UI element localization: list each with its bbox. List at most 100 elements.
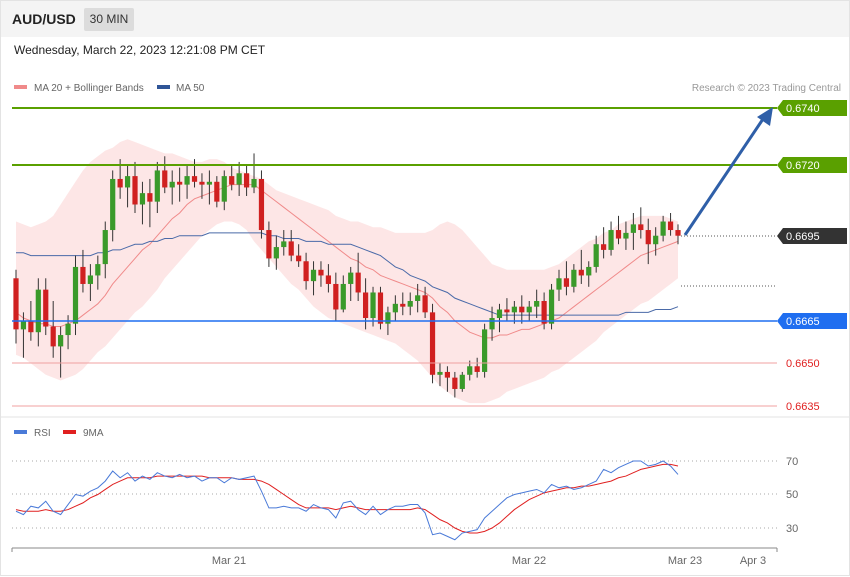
candle-bullish [95,264,101,276]
candle-bullish [206,181,212,185]
target-badge-label: 0.6740 [786,103,820,115]
rsi-level-50-label: 50 [786,489,798,501]
candle-bearish [266,230,272,259]
forecast-arrow-head [757,107,773,126]
bollinger-band-fill [16,139,678,404]
candle-bearish [474,366,480,372]
candle-bearish [377,292,384,324]
candle-bearish [80,266,86,284]
resistance-badge-label: 0.6720 [786,160,820,172]
candle-bearish [601,244,607,250]
timeframe-selector[interactable]: 30 MIN [84,8,134,31]
ma50-line [16,232,679,316]
candle-bearish [147,193,153,202]
candle-bearish [191,176,198,182]
x-axis-label-mar21: Mar 21 [212,555,246,567]
candle-bearish [675,230,681,236]
candle-bullish [102,230,108,265]
candle-bullish [273,247,279,259]
candle-bullish [281,241,287,248]
candle-bearish [43,289,49,327]
candle-bullish [608,230,614,250]
candle-bullish [370,292,376,319]
candle-bearish [563,278,570,287]
candle-bearish [578,269,584,276]
candle-bullish [392,303,398,313]
candle-bearish [243,173,250,188]
candle-bearish [638,224,644,231]
candle-bullish [139,193,146,205]
candle-bullish [251,178,257,188]
candle-bearish [117,178,123,188]
x-axis-label-apr3: Apr 3 [740,555,766,567]
candle-bullish [482,329,488,372]
candle-bullish [340,283,346,310]
candle-bearish [355,272,361,293]
pivot-badge [777,313,847,329]
candle-bullish [385,312,391,324]
candle-bullish [407,300,413,307]
current-price-badge-label: 0.6695 [786,231,820,243]
candle-bearish [362,292,369,319]
candle-bullish [526,306,532,313]
target-badge [777,100,847,116]
candle-bullish [65,323,71,336]
candle-bearish [288,241,294,256]
support-2-label: 0.6635 [786,401,820,413]
candle-bearish [50,326,56,347]
resistance-badge [777,157,847,173]
candle-bullish [571,269,577,287]
candle-bullish [58,335,64,347]
candle-bearish [333,283,339,310]
candle-bearish [258,178,265,231]
support-1-label: 0.6650 [786,358,820,370]
candle-bullish [415,295,421,301]
candle-bearish [303,261,309,282]
candle-bullish [630,224,636,233]
candle-bullish [87,275,93,284]
candle-bearish [645,230,651,245]
candle-bullish [556,278,562,290]
candle-bullish [20,320,27,330]
legend-rsi-label: RSI [34,428,51,439]
candle-bearish [318,269,324,276]
pivot-badge-label: 0.6665 [786,316,820,328]
candle-bearish [444,371,451,378]
candle-bullish [110,178,116,231]
legend-ma20-label: MA 20 + Bollinger Bands [34,83,144,94]
price-plot [13,139,681,404]
candle-bullish [534,300,540,307]
candle-bullish [124,176,131,188]
rsi-plot [15,460,679,541]
candle-bearish [325,275,332,284]
candle-bearish [615,230,622,239]
candle-bearish [214,181,220,202]
research-credit: Research © 2023 Trading Central [692,83,841,94]
candle-bearish [541,300,547,324]
x-axis-label-mar23: Mar 23 [668,555,702,567]
candle-bearish [132,176,138,205]
candle-bullish [653,235,659,245]
candle-bullish [169,181,175,188]
candle-bullish [72,266,79,324]
candle-bearish [13,278,19,330]
rsi-ma9-line [15,463,679,534]
candle-bullish [496,309,503,319]
candle-bearish [504,309,510,313]
rsi-line [15,460,679,541]
candle-bullish [184,176,190,185]
legend-ma50-label: MA 50 [176,83,205,94]
x-axis-label-mar22: Mar 22 [512,555,546,567]
candle-bearish [296,255,302,262]
legend-rsi-ma-swatch [63,430,76,434]
candle-bearish [199,181,205,185]
candle-bullish [548,289,555,324]
candle-bullish [489,318,495,330]
candle-bullish [586,266,592,276]
candle-bearish [429,312,436,375]
candle-bullish [154,170,160,202]
candle-bullish [437,371,443,375]
candle-bullish [623,232,629,239]
rsi-level-70-label: 70 [786,456,798,468]
